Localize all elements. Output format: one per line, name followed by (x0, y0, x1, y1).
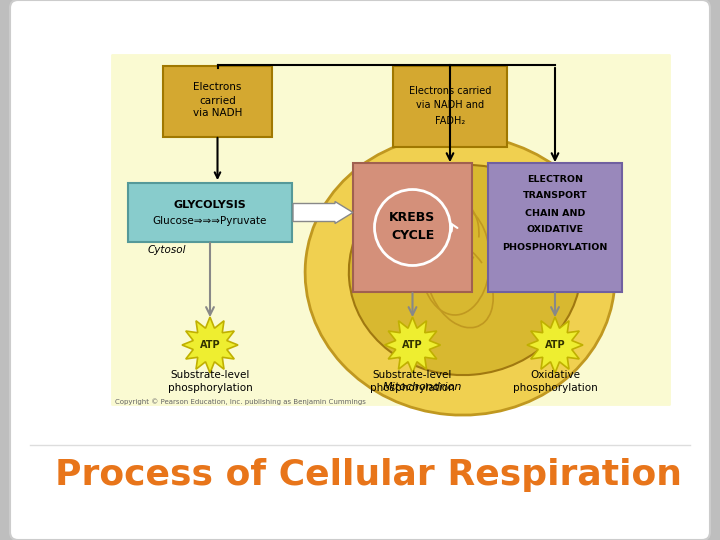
Text: CYCLE: CYCLE (391, 229, 434, 242)
FancyBboxPatch shape (10, 0, 710, 540)
Text: FADH₂: FADH₂ (435, 116, 465, 125)
Text: Electrons carried: Electrons carried (409, 85, 491, 96)
Polygon shape (182, 317, 238, 373)
Text: PHOSPHORYLATION: PHOSPHORYLATION (503, 242, 608, 252)
Text: ATP: ATP (402, 340, 423, 350)
Text: KREBS: KREBS (390, 211, 436, 224)
Polygon shape (527, 317, 583, 373)
FancyBboxPatch shape (163, 66, 272, 137)
Polygon shape (384, 317, 441, 373)
FancyBboxPatch shape (488, 163, 622, 292)
FancyBboxPatch shape (128, 183, 292, 242)
Text: Copyright © Pearson Education, Inc. publishing as Benjamin Cummings: Copyright © Pearson Education, Inc. publ… (115, 398, 366, 404)
Text: Process of Cellular Respiration: Process of Cellular Respiration (55, 458, 682, 492)
Text: OXIDATIVE: OXIDATIVE (526, 226, 584, 234)
Text: Oxidative: Oxidative (530, 370, 580, 380)
Text: ATP: ATP (199, 340, 220, 350)
Text: Mitochondrion: Mitochondrion (382, 382, 462, 392)
FancyArrow shape (293, 201, 353, 224)
Text: Electrons: Electrons (193, 83, 242, 92)
FancyBboxPatch shape (353, 163, 472, 292)
Text: phosphorylation: phosphorylation (370, 383, 455, 393)
Text: ELECTRON: ELECTRON (527, 174, 583, 184)
Text: Substrate-level: Substrate-level (373, 370, 452, 380)
Text: GLYCOLYSIS: GLYCOLYSIS (174, 199, 246, 210)
Ellipse shape (305, 135, 615, 415)
Text: ATP: ATP (545, 340, 565, 350)
FancyBboxPatch shape (393, 66, 507, 147)
Text: TRANSPORT: TRANSPORT (523, 192, 588, 200)
Text: CHAIN AND: CHAIN AND (525, 208, 585, 218)
Ellipse shape (348, 165, 581, 375)
Text: via NADH: via NADH (193, 109, 242, 118)
Text: phosphorylation: phosphorylation (513, 383, 598, 393)
Text: via NADH and: via NADH and (416, 100, 484, 111)
FancyBboxPatch shape (109, 52, 673, 408)
Text: phosphorylation: phosphorylation (168, 383, 253, 393)
Text: Cytosol: Cytosol (148, 245, 186, 255)
Text: Substrate-level: Substrate-level (171, 370, 250, 380)
Text: carried: carried (199, 96, 236, 105)
Text: Glucose⇒⇒⇒Pyruvate: Glucose⇒⇒⇒Pyruvate (153, 217, 267, 226)
